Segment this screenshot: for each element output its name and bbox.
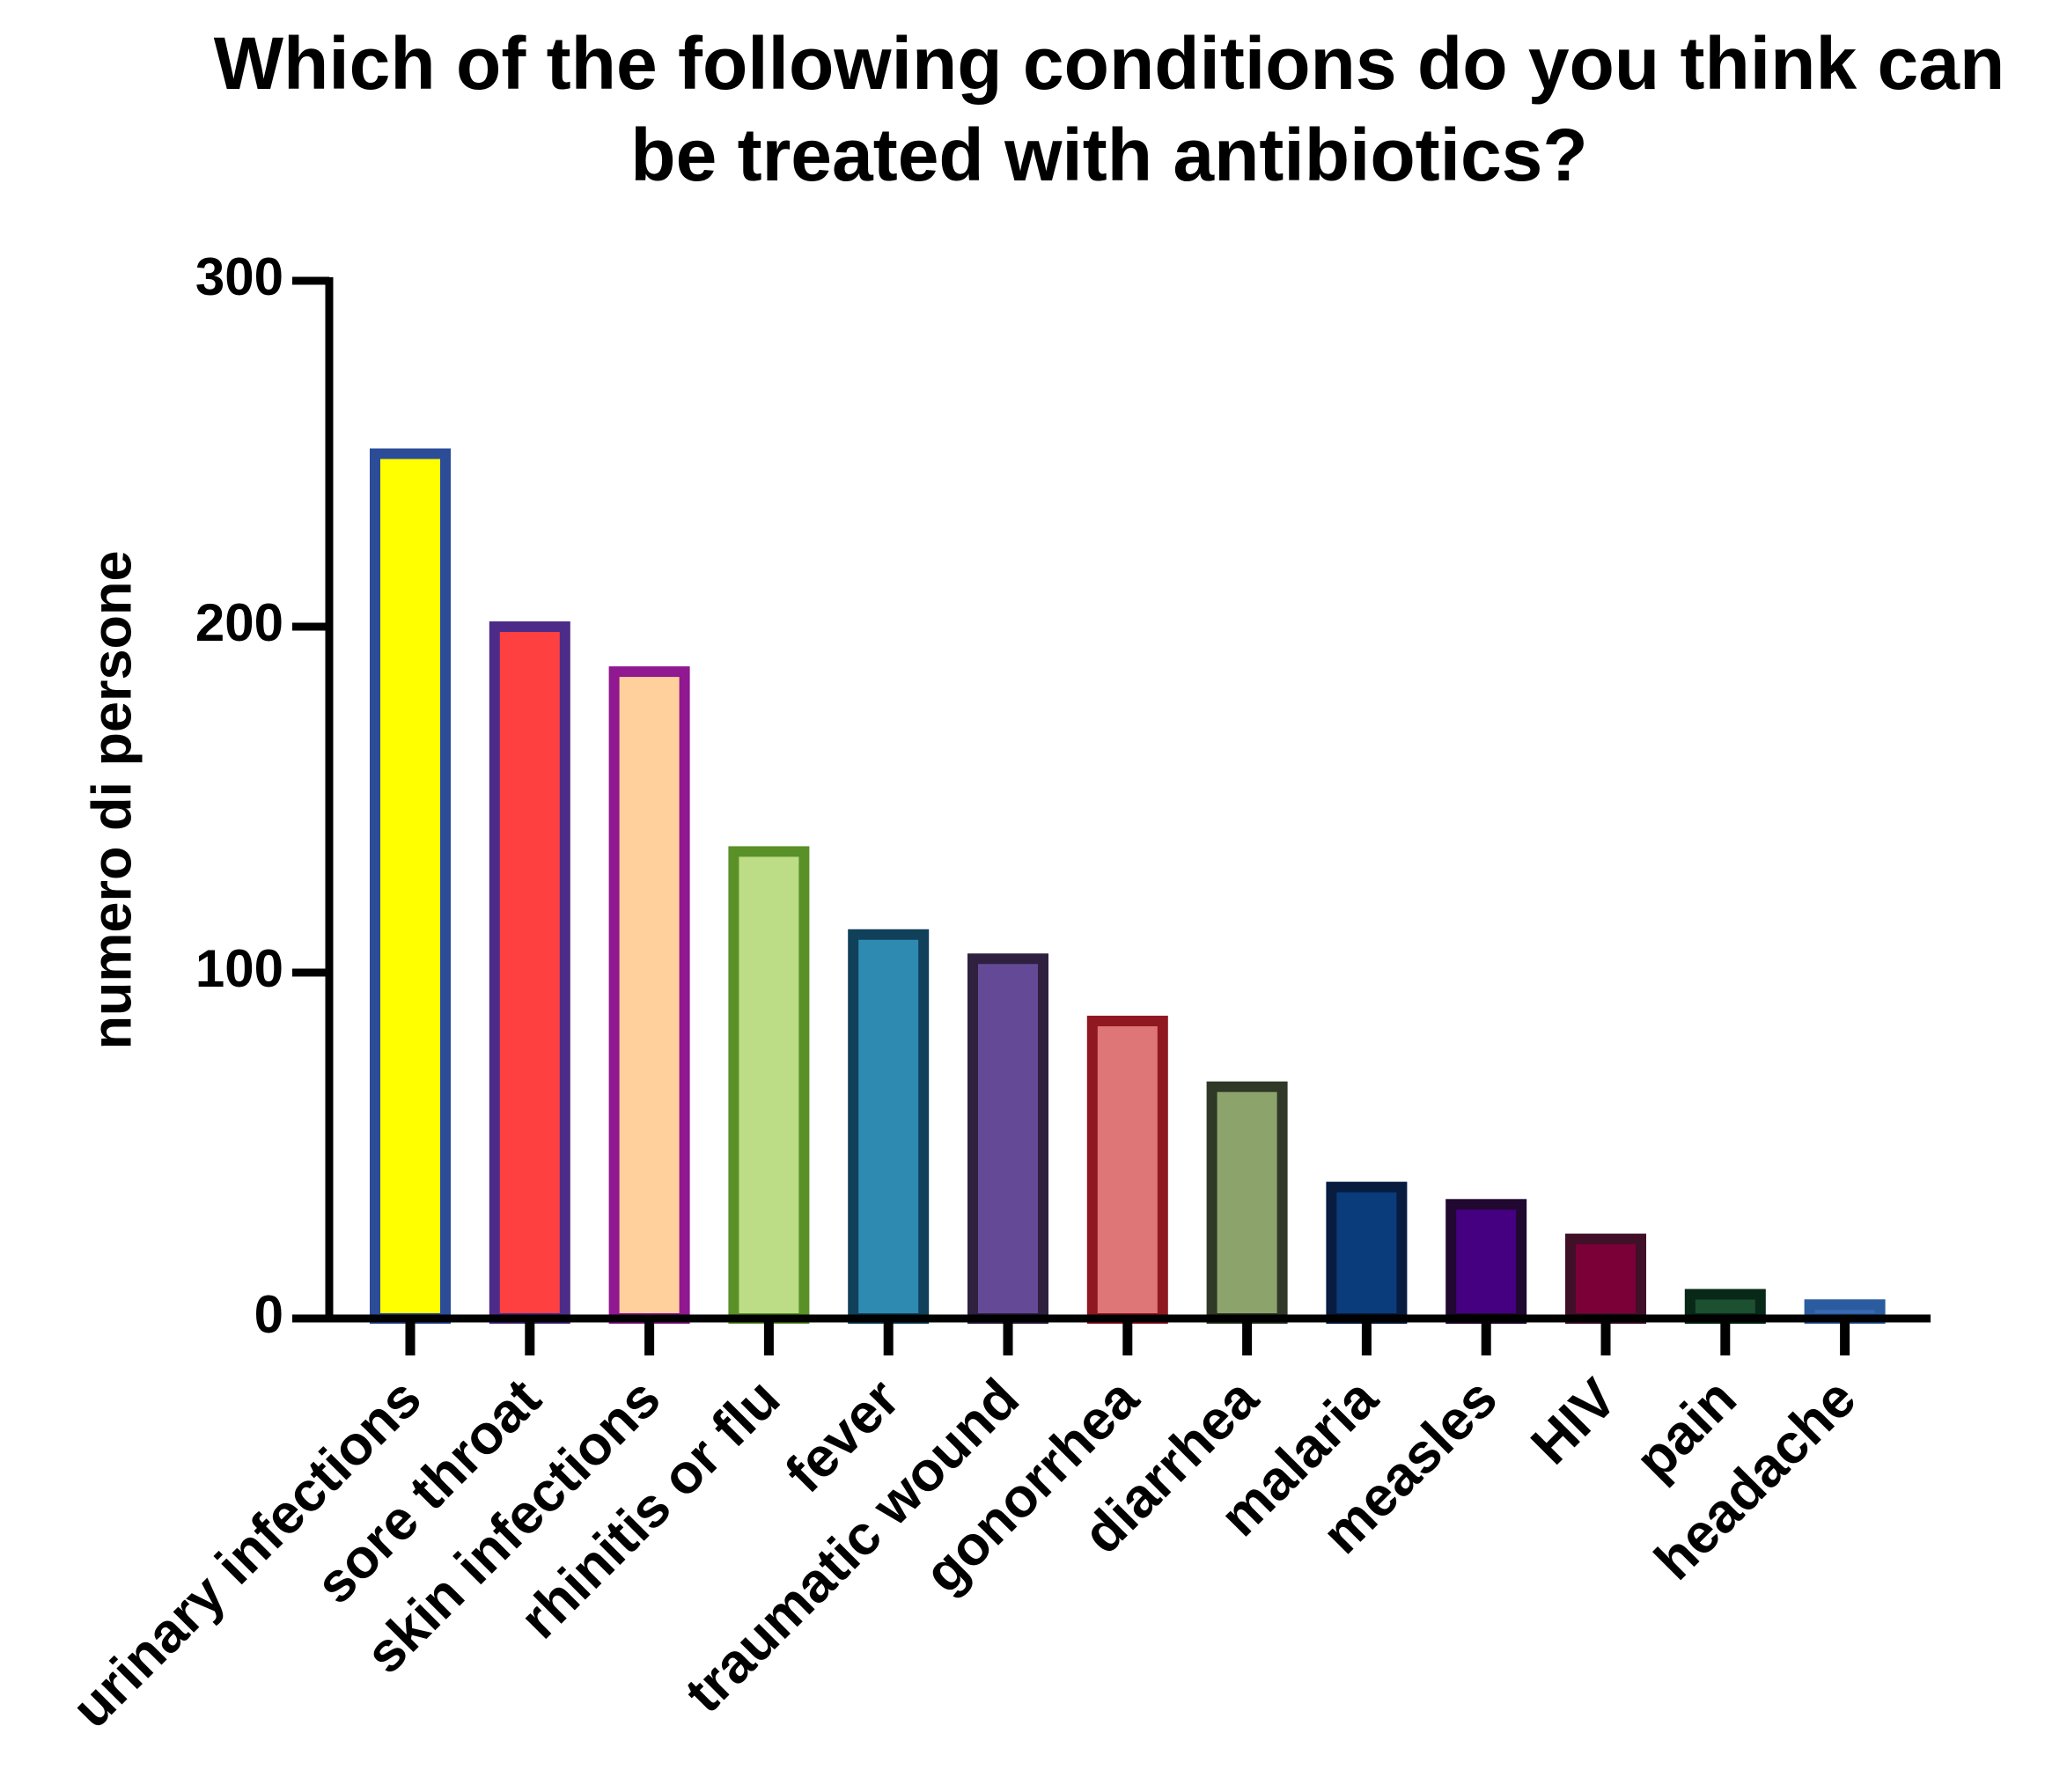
- bar: [1206, 1081, 1288, 1324]
- bar: [848, 929, 930, 1325]
- y-tick-label: 0: [254, 1285, 283, 1344]
- bar: [489, 621, 570, 1324]
- y-tick-label: 200: [195, 593, 283, 652]
- y-tick-label: 100: [195, 939, 283, 998]
- chart-title: Which of the following conditions do you…: [213, 22, 2005, 196]
- bar: [728, 846, 810, 1324]
- bar: [1326, 1181, 1408, 1325]
- x-tick-label: HIV: [1519, 1367, 1629, 1476]
- bar: [1086, 1016, 1168, 1325]
- bar: [1445, 1199, 1527, 1325]
- y-axis-label: numero di persone: [82, 550, 143, 1049]
- bar: [1565, 1233, 1646, 1324]
- bar: [1684, 1289, 1766, 1324]
- bar: [608, 666, 690, 1324]
- bar: [967, 953, 1048, 1325]
- y-tick-label: 300: [195, 247, 283, 306]
- bar: [370, 448, 451, 1324]
